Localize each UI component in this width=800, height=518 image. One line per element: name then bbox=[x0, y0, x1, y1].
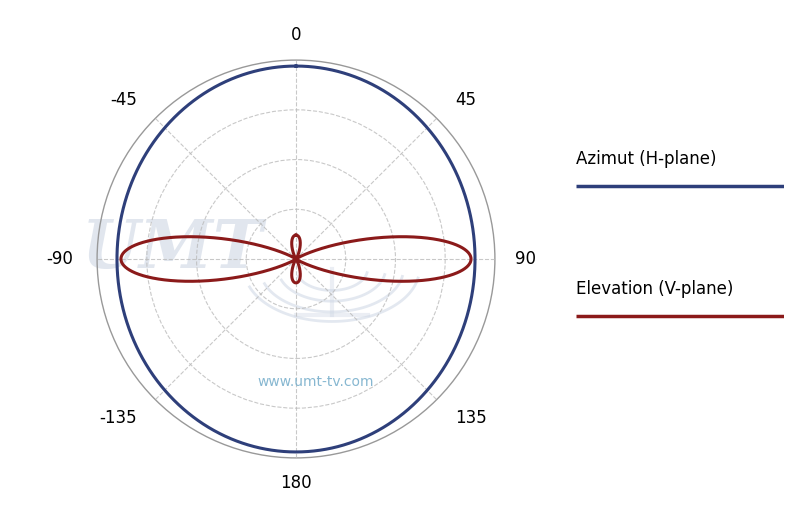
Text: 45: 45 bbox=[455, 91, 476, 109]
Text: Elevation (V-plane): Elevation (V-plane) bbox=[576, 280, 734, 298]
Text: -135: -135 bbox=[99, 409, 137, 427]
Text: 90: 90 bbox=[515, 250, 536, 268]
Text: UMT: UMT bbox=[82, 217, 263, 282]
Text: Azimut (H-plane): Azimut (H-plane) bbox=[576, 150, 717, 168]
Text: 180: 180 bbox=[280, 474, 312, 492]
Text: www.umt-tv.com: www.umt-tv.com bbox=[258, 376, 374, 390]
Text: 135: 135 bbox=[455, 409, 487, 427]
Text: 0: 0 bbox=[290, 26, 302, 44]
Text: -90: -90 bbox=[46, 250, 74, 268]
Text: -45: -45 bbox=[110, 91, 137, 109]
